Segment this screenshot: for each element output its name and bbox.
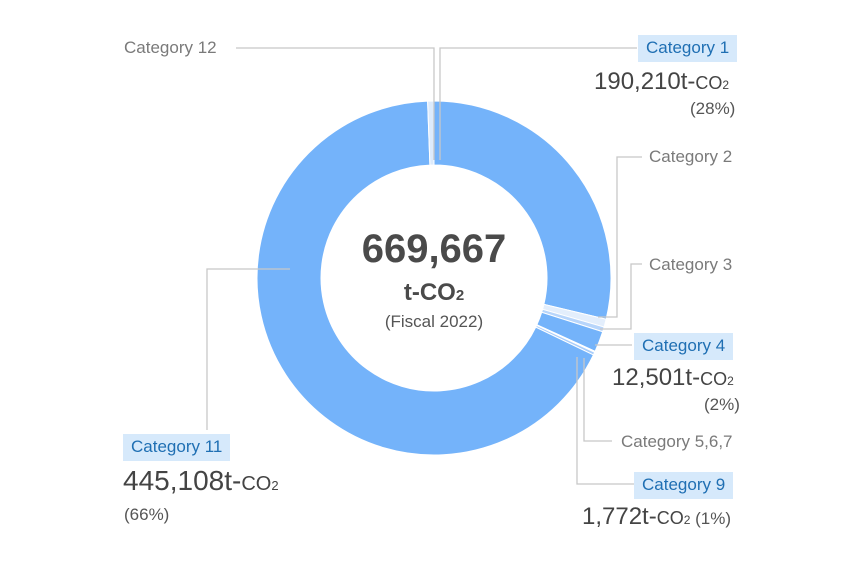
slice-category-1 [433, 100, 612, 320]
center-unit: t-CO2 [403, 279, 465, 306]
pct-category-11: (66%) [124, 505, 170, 524]
value-category-4: 12,501t-CO2 [612, 364, 734, 391]
label-category-1: Category 1 [638, 35, 738, 62]
leader-category-11 [206, 268, 290, 430]
label-category-3: Category 3 [649, 255, 733, 274]
leader-category-1 [439, 47, 637, 160]
value-category-11: 445,108t-CO2 [123, 465, 279, 496]
donut-slices [256, 100, 612, 456]
pct-category-1: (28%) [690, 99, 736, 118]
label-category-11: Category 11 [123, 434, 231, 461]
label-category-4: Category 4 [634, 333, 734, 360]
leader-category-2 [598, 156, 642, 318]
leader-category-12 [236, 47, 435, 160]
value-category-1: 190,210t-CO2 [594, 68, 730, 95]
slice-category-11 [256, 100, 595, 456]
leader-category-9 [576, 357, 636, 485]
label-category-567: Category 5,6,7 [621, 432, 733, 451]
label-category-9: Category 9 [634, 472, 734, 499]
center-total: 669,667 [361, 227, 507, 271]
leader-category-3 [600, 263, 642, 330]
center-period: (Fiscal 2022) [384, 312, 484, 331]
pct-category-4: (2%) [704, 395, 740, 414]
leader-lines [206, 47, 642, 485]
value-category-9: 1,772t-CO2 (1%) [582, 503, 732, 530]
label-category-12: Category 12 [124, 38, 217, 57]
slice-category-12 [427, 100, 435, 166]
leader-category-567 [583, 358, 612, 442]
label-category-2: Category 2 [649, 147, 733, 166]
